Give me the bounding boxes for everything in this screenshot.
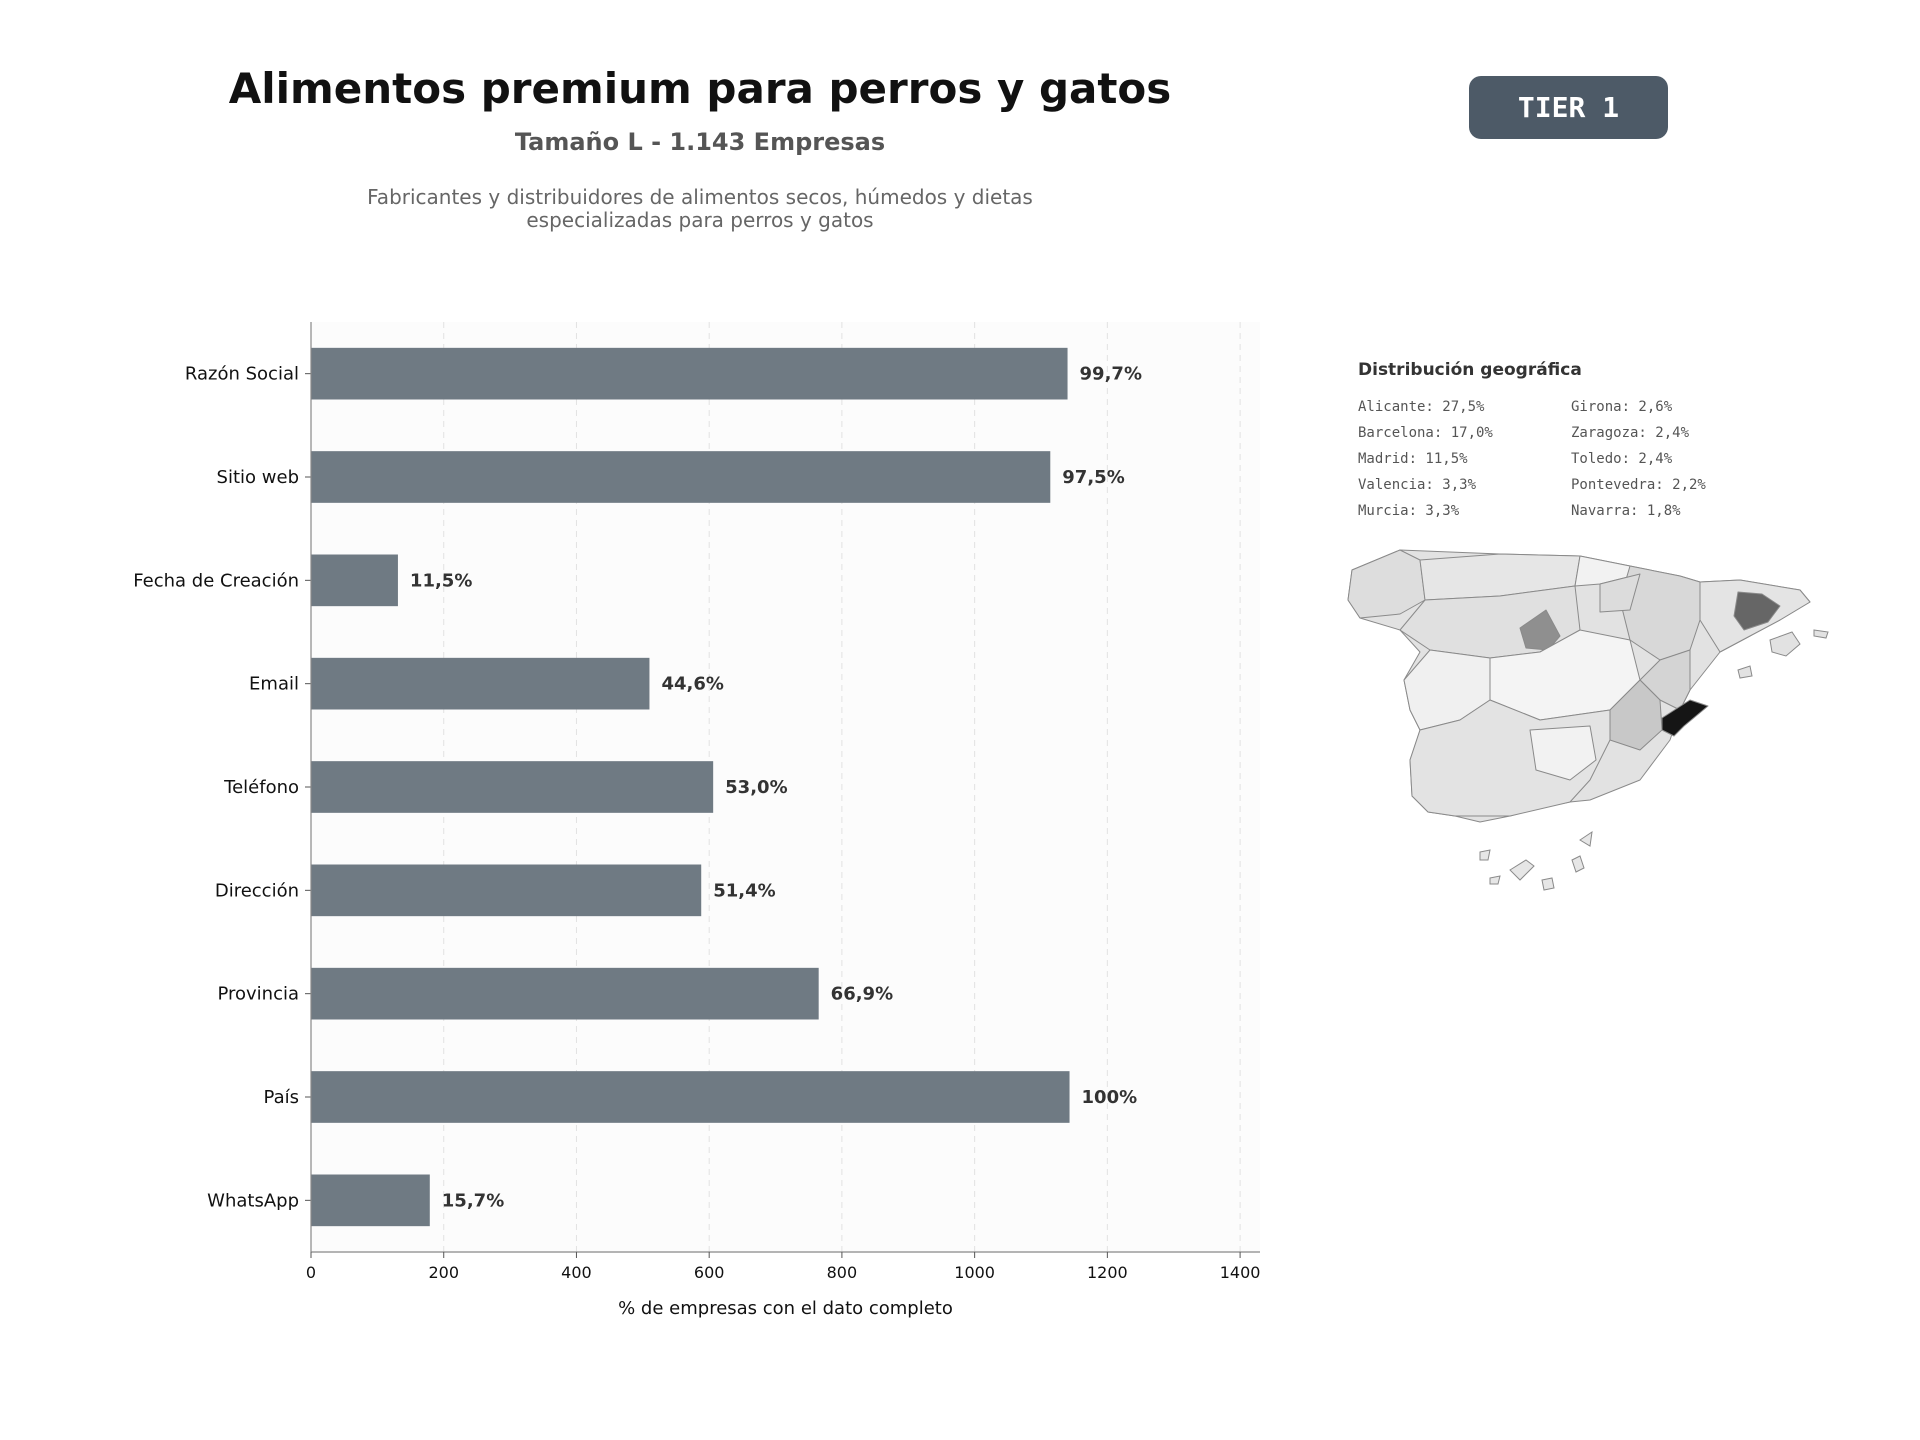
map-region-canarias-6: [1579, 830, 1593, 847]
x-tick-label: 0: [306, 1263, 316, 1282]
description-line-1: Fabricantes y distribuidores de alimento…: [367, 185, 1033, 209]
spain-map: [1347, 549, 1829, 891]
geo-item: Valencia: 3,3%: [1358, 477, 1477, 493]
bar-chart: Razón Social 99,7% Sitio web 97,5% Fecha de …: [133, 322, 1261, 1319]
map-region-canarias-3: [1541, 877, 1555, 891]
bar: [311, 761, 714, 813]
category-label: Dirección: [215, 880, 299, 901]
geo-item: Barcelona: 17,0%: [1358, 425, 1493, 441]
bar: [311, 967, 819, 1020]
x-tick-label: 1400: [1220, 1263, 1261, 1282]
x-tick-label: 400: [561, 1263, 592, 1282]
category-label: Email: [249, 674, 299, 695]
category-label: Razón Social: [185, 364, 299, 385]
map-region-jaen: [1529, 725, 1597, 781]
data-label: 44,6%: [661, 674, 723, 695]
category-label: WhatsApp: [207, 1190, 299, 1211]
geo-item: Madrid: 11,5%: [1358, 451, 1468, 467]
category-label: País: [264, 1087, 299, 1108]
tier-badge: TIER 1: [1469, 76, 1668, 139]
geo-distribution-list: Alicante: 27,5% Girona: 2,6% Barcelona: 17…: [1358, 398, 1758, 520]
data-label: 51,4%: [713, 880, 775, 901]
map-region-barcelona: [1733, 591, 1781, 631]
category-label: Teléfono: [223, 777, 299, 798]
x-tick-label: 200: [428, 1263, 459, 1282]
map-region-ibiza: [1737, 665, 1753, 679]
geo-item: Zaragoza: 2,4%: [1571, 425, 1690, 441]
bar: [311, 657, 650, 710]
map-region-canarias-4: [1479, 849, 1491, 861]
data-label: 11,5%: [410, 570, 472, 591]
map-region-menorca: [1813, 629, 1829, 639]
geo-item: Girona: 2,6%: [1571, 399, 1673, 415]
map-region-galicia: [1347, 549, 1426, 619]
category-label: Fecha de Creación: [133, 570, 299, 591]
bar: [311, 347, 1068, 400]
map-region-navarra: [1599, 573, 1641, 613]
map-region-canarias-1: [1509, 859, 1535, 881]
x-tick-label: 1200: [1087, 1263, 1128, 1282]
x-tick-label: 600: [694, 1263, 725, 1282]
description-line-2: especializadas para perros y gatos: [526, 208, 874, 232]
geo-item: Toledo: 2,4%: [1571, 451, 1673, 467]
geo-distribution-title: Distribución geográfica: [1358, 360, 1582, 380]
bar: [311, 1071, 1070, 1123]
data-label: 100%: [1082, 1087, 1138, 1108]
data-label: 53,0%: [725, 777, 787, 798]
bar: [311, 451, 1051, 503]
bar: [311, 1174, 430, 1227]
geo-item: Murcia: 3,3%: [1358, 503, 1460, 519]
geo-item: Alicante: 27,5%: [1358, 399, 1485, 415]
page-title: Alimentos premium para perros y gatos: [228, 64, 1172, 113]
category-label: Sitio web: [217, 467, 299, 488]
map-region-mallorca: [1769, 631, 1801, 657]
data-label: 99,7%: [1080, 364, 1142, 385]
bar: [311, 864, 702, 917]
page-description: Fabricantes y distribuidores de alimento…: [0, 186, 1400, 232]
x-axis-label: % de empresas con el dato completo: [618, 1298, 953, 1319]
geo-item: Pontevedra: 2,2%: [1571, 477, 1706, 493]
x-tick-label: 800: [827, 1263, 858, 1282]
map-region-madrid: [1519, 609, 1561, 651]
data-label: 66,9%: [831, 984, 893, 1005]
category-label: Provincia: [217, 984, 299, 1005]
map-region-canarias-2: [1571, 855, 1585, 873]
x-tick-label: 1000: [954, 1263, 995, 1282]
bar: [311, 554, 398, 607]
data-label: 15,7%: [442, 1190, 504, 1211]
geo-item: Navarra: 1,8%: [1571, 503, 1681, 519]
data-label: 97,5%: [1062, 467, 1124, 488]
page-subtitle: Tamaño L - 1.143 Empresas: [514, 128, 886, 156]
map-region-canarias-5: [1489, 875, 1501, 885]
